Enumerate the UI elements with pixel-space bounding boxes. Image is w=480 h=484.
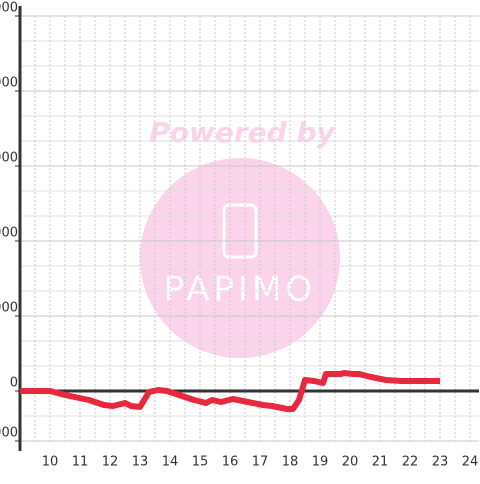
y-tick-label: 60,000 <box>0 226 18 241</box>
x-tick-label: 14 <box>162 455 179 470</box>
x-tick-label: 10 <box>42 455 59 470</box>
x-tick-label: 19 <box>312 455 329 470</box>
y-tick-label: -20,000 <box>0 426 18 441</box>
x-tick-label: 12 <box>102 455 119 470</box>
watermark-icon <box>222 203 258 259</box>
x-tick-label: 15 <box>192 455 209 470</box>
watermark-brand: PAPIMO <box>164 270 316 310</box>
x-tick-label: 22 <box>402 455 419 470</box>
data-line <box>20 370 440 412</box>
x-tick-label: 11 <box>72 455 89 470</box>
x-tick-label: 23 <box>432 455 449 470</box>
x-tick-label: 17 <box>252 455 269 470</box>
watermark-title: Powered by <box>149 116 336 149</box>
y-tick-label: 150,000 <box>0 1 18 16</box>
x-tick-label: 16 <box>222 455 239 470</box>
y-tick-label: 90,000 <box>0 151 18 166</box>
x-tick-label: 21 <box>372 455 389 470</box>
y-tick-label: 0 <box>10 376 18 391</box>
x-tick-label: 18 <box>282 455 299 470</box>
x-tick-label: 24 <box>462 455 479 470</box>
x-tick-label: 13 <box>132 455 149 470</box>
x-tick-label: 20 <box>342 455 359 470</box>
y-tick-label: 30,000 <box>0 301 18 316</box>
y-tick-label: 120,000 <box>0 76 18 91</box>
